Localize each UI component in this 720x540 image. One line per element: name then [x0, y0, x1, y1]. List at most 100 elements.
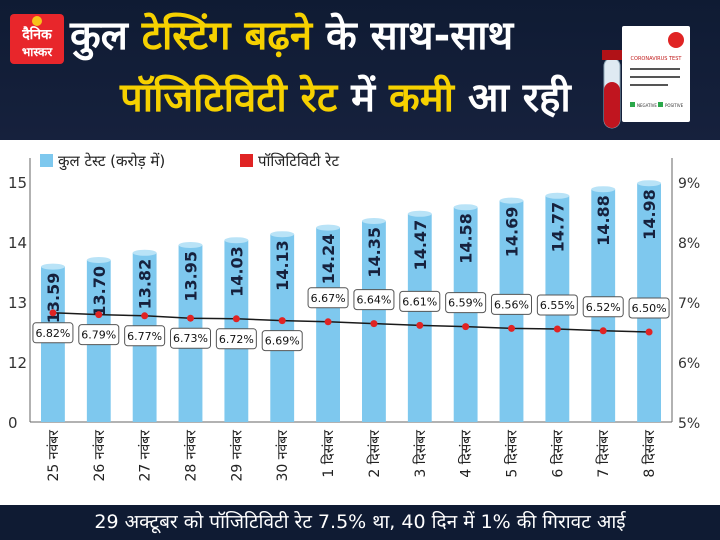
positivity-value-label: 6.69%	[265, 335, 300, 348]
headline-word: आ रही	[467, 75, 571, 121]
bar-value-label: 14.77	[548, 202, 567, 253]
bar-value-label: 14.58	[457, 213, 476, 264]
left-tick-label: 13	[8, 294, 27, 312]
check-box-icon	[658, 102, 663, 107]
positivity-point	[553, 325, 561, 333]
x-tick-label: 29 नवंबर	[229, 430, 245, 482]
headline-word: के साथ-साथ	[325, 13, 514, 59]
left-tick-label: 0	[8, 414, 18, 432]
bar-cap	[637, 180, 661, 187]
check-label: NEGATIVE	[637, 103, 657, 108]
positivity-point	[141, 312, 149, 320]
positivity-point	[416, 321, 424, 329]
positivity-label-box	[215, 328, 257, 350]
bar	[407, 213, 432, 422]
x-tick-label: 6 दिसंबर	[549, 430, 566, 478]
x-tick-label: 8 दिसंबर	[641, 430, 658, 478]
bar-value-label: 14.13	[273, 240, 292, 291]
bar-cap	[499, 197, 524, 204]
positivity-value-label: 6.72%	[219, 333, 254, 346]
bar-value-label: 14.35	[365, 227, 384, 278]
report-title: CORONAVIRUS TEST	[631, 56, 683, 62]
positivity-point	[278, 317, 286, 325]
positivity-value-label: 6.56%	[494, 298, 529, 311]
bar-cap	[224, 237, 249, 244]
bar-cap	[270, 231, 295, 238]
bar-cap	[316, 224, 340, 231]
report-line	[630, 84, 668, 86]
x-tick-label: 3 दिसंबर	[412, 430, 429, 478]
positivity-label-box	[124, 325, 166, 347]
x-tick-label: 5 दिसंबर	[504, 430, 521, 478]
bar-cap	[132, 249, 157, 256]
blood-sample	[604, 82, 620, 128]
legend-swatch-tests	[40, 154, 53, 167]
bar-cap	[453, 204, 478, 211]
positivity-value-label: 6.77%	[127, 330, 162, 343]
positivity-line	[52, 312, 650, 333]
report-sheet	[622, 26, 690, 122]
covid-test-report-icon: CORONAVIRUS TEST NEGATIVE POSITIVE	[602, 26, 690, 129]
positivity-point	[187, 314, 194, 322]
positivity-label-box	[32, 322, 74, 344]
logo-line-1: दैनिक	[22, 27, 52, 43]
positivity-label-box	[78, 324, 120, 346]
positivity-point	[599, 327, 607, 335]
legend-label-positivity: पॉजिटिविटी रेट	[258, 152, 339, 170]
headline-word: में	[351, 75, 376, 121]
positivity-point	[370, 320, 378, 328]
headline-highlight: कमी	[389, 75, 455, 121]
bar-cap	[41, 263, 65, 270]
positivity-label-box	[582, 296, 624, 318]
positivity-point	[645, 328, 653, 336]
report-line	[630, 76, 680, 78]
bar	[270, 234, 295, 422]
bar-cap	[362, 218, 386, 224]
right-tick-label: 5%	[678, 416, 700, 432]
positivity-point	[49, 309, 57, 317]
bar-value-label: 14.24	[319, 234, 338, 285]
positivity-value-label: 6.59%	[448, 297, 483, 310]
x-tick-label: 2 दिसंबर	[366, 430, 383, 478]
positivity-point	[232, 315, 240, 323]
positivity-point	[462, 323, 470, 331]
positivity-label-box	[307, 287, 349, 309]
positivity-point	[508, 324, 515, 332]
check-box-icon	[630, 102, 635, 107]
bar-value-label: 13.70	[90, 266, 109, 317]
bar-value-label: 13.95	[182, 251, 201, 302]
positivity-point	[324, 318, 332, 326]
legend-swatch-positivity	[240, 154, 253, 167]
positivity-value-label: 6.50%	[632, 302, 667, 315]
logo-sun-icon	[32, 16, 42, 26]
bar	[41, 266, 65, 422]
left-tick-label: 14	[8, 234, 27, 252]
bar-value-label: 14.03	[227, 246, 246, 297]
positivity-point	[95, 311, 103, 319]
bar-cap	[545, 192, 570, 199]
headline-word: कुल	[70, 13, 128, 59]
positivity-label-box	[170, 327, 211, 349]
virus-icon	[668, 32, 684, 48]
positivity-value-label: 6.79%	[81, 329, 116, 342]
x-tick-label: 4 दिसंबर	[458, 430, 475, 478]
footer-caption: 29 अक्टूबर को पॉजिटिविटी रेट 7.5% था, 40…	[0, 505, 720, 540]
bar-value-label: 14.47	[411, 220, 430, 271]
bar-value-label: 14.88	[594, 195, 613, 246]
tube-cap	[602, 50, 622, 60]
positivity-value-label: 6.52%	[586, 301, 621, 314]
headline-highlight: टेस्टिंग बढ़ने	[141, 13, 313, 59]
x-tick-label: 30 नवंबर	[275, 430, 291, 482]
headline-highlight: पॉजिटिविटी रेट	[120, 75, 338, 121]
logo-line-2: भास्कर	[21, 45, 53, 59]
x-tick-label: 27 नवंबर	[138, 430, 154, 482]
headline-line-1: कुल टेस्टिंग बढ़ने के साथ-साथ	[70, 10, 513, 62]
x-tick-label: 1 दिसंबर	[320, 430, 337, 478]
headline-line-2: पॉजिटिविटी रेट में कमी आ रही	[120, 72, 571, 124]
positivity-label-box	[536, 294, 578, 316]
x-tick-label: 7 दिसंबर	[595, 430, 612, 478]
positivity-label-box	[628, 297, 670, 319]
positivity-label-box	[445, 292, 487, 314]
x-tick-label: 28 नवंबर	[184, 430, 200, 482]
